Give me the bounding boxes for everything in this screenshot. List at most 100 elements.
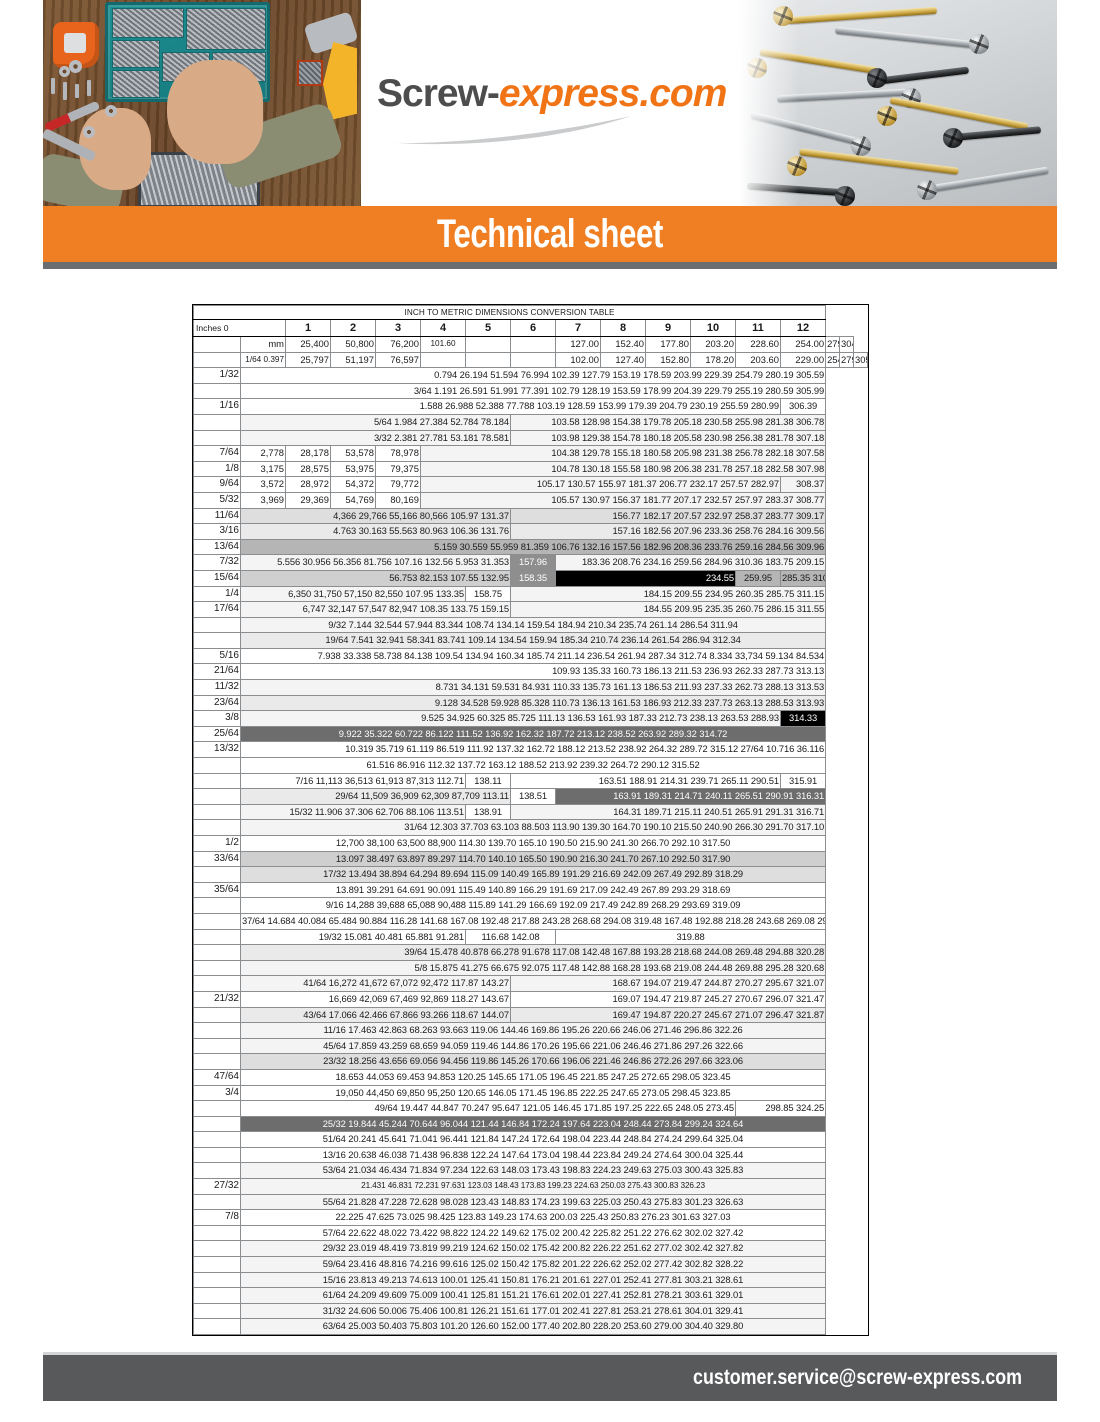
table-row: 7/8 22.225 47.625 73.025 98.425 123.83 14…	[193, 1209, 868, 1226]
data-strip: 5.159 30.559 55.959 81.359 106.76 132.16…	[239, 538, 827, 556]
col-header-12: 12	[779, 319, 827, 337]
fraction-label: 1/8	[193, 460, 241, 478]
cell: 29,369	[285, 491, 331, 509]
fraction-label: 21/32	[193, 990, 241, 1008]
data-strip: 6,350 31,750 57,150 82,550 107.95 133.35	[240, 585, 466, 603]
fraction-label: 21/64	[193, 663, 241, 681]
table-row: 33/64 13.097 38.497 63.897 89.297 114.70 …	[193, 850, 868, 868]
table-row: 61/64 24.209 49.609 75.009 100.41 125.81…	[193, 1287, 868, 1304]
washer-icon	[59, 66, 70, 77]
fraction-label	[193, 351, 241, 369]
data-strip: 259.95	[735, 569, 781, 587]
table-row: 55/64 21.828 47.228 72.628 98.028 123.43…	[193, 1193, 868, 1211]
left-hand	[79, 108, 151, 190]
data-strip: 158.75	[465, 585, 511, 603]
data-strip: 31/32 24.606 50.006 75.406 100.81 126.21…	[239, 1302, 827, 1320]
data-cell: 308.37	[779, 476, 827, 493]
data-strip: 0.794 26.194 51.594 76.994 102.39 127.79…	[239, 367, 827, 384]
cell: 228.60	[735, 336, 781, 353]
cell: 304.80	[839, 336, 855, 353]
cell: 28,972	[285, 476, 331, 493]
table-row: 23/64 9.128 34.528 59.928 85.328 110.73 1…	[193, 694, 868, 712]
data-strip: 9.922 35.322 60.722 86.122 111.52 136.92…	[239, 725, 827, 743]
data-strip: 29/64 11,509 36,909 62,309 87,709 113.11	[240, 788, 511, 805]
data-strip: 103.58 128.98 154.38 179.78 205.18 230.5…	[509, 413, 827, 431]
table-row: 15/64 56.753 82.153 107.55 132.95 158.35 23…	[193, 569, 868, 587]
table-row: 5/16 7.938 33.338 58.738 84.138 109.54 13…	[193, 647, 868, 665]
fraction-label: 7/64	[193, 445, 241, 462]
data-strip: 169.07 194.47 219.87 245.27 270.67 296.0…	[509, 990, 827, 1008]
data-strip: 3/32 2.381 27.781 53.181 78.581	[240, 429, 511, 447]
col-header-8: 8	[600, 319, 646, 337]
fraction-label	[193, 1053, 241, 1070]
cell: 279.40	[825, 336, 841, 353]
data-strip: 41/64 16,272 41,672 67,072 92,472 117.87…	[240, 975, 511, 992]
data-strip: 163.91 189.31 214.71 240.11 265.51 290.9…	[554, 788, 827, 805]
table-row: 63/64 25.003 50.403 75.803 101.20 126.60…	[193, 1318, 868, 1335]
table-row: 57/64 22.622 48.022 73.422 98.822 124.22…	[193, 1224, 868, 1242]
data-strip: 19,050 44,450 69,850 95,250 120.65 146.0…	[239, 1084, 827, 1102]
data-strip: 18.653 44.053 69.453 94.853 120.25 145.6…	[239, 1068, 827, 1086]
table-row: 1/16 1.588 26.988 52.388 77.788 103.19 12…	[193, 398, 868, 415]
fraction-label: 1/4	[193, 585, 241, 603]
data-strip: 319.88	[554, 928, 827, 946]
table-row: 9/64 3,572 28,972 54,372 79,772 105.17 130.57…	[193, 476, 868, 493]
col-header-3: 3	[375, 319, 421, 337]
cell	[420, 351, 466, 369]
table-row: 9/32 7.144 32.544 57.944 83.344 108.74 1…	[193, 616, 868, 634]
table-row: 13/64 5.159 30.559 55.959 81.359 106.76 1…	[193, 538, 868, 556]
cell: 79,375	[375, 460, 421, 478]
data-strip: 138.11	[465, 772, 511, 790]
data-strip: 15/16 23.813 49.213 74.613 100.01 125.41…	[239, 1271, 827, 1289]
data-strip: 61/64 24.209 49.609 75.009 100.41 125.81…	[239, 1287, 827, 1304]
fraction-label: 5/32	[193, 491, 241, 509]
table-row: 13/16 20.638 46.038 71.438 96.838 122.24…	[193, 1146, 868, 1164]
fraction-label: 7/32	[193, 554, 241, 571]
customer-service-email[interactable]: customer.service@screw-express.com	[693, 1366, 1022, 1389]
table-row: 3/64 1.191 26.591 51.991 77.391 102.79 1…	[193, 382, 868, 400]
table-row: 11/64 4,366 29,766 55,166 80,566 105.97 1…	[193, 507, 868, 525]
loose-screw	[63, 82, 67, 100]
loose-screw	[51, 78, 55, 94]
tape-measure-icon	[53, 22, 99, 68]
data-strip: 51/64 20.241 45.641 71.041 96.441 121.84…	[239, 1131, 827, 1148]
footer-top-rule	[43, 1352, 1057, 1355]
col-header-6: 6	[510, 319, 556, 337]
table-row: 25/32 19.844 45.244 70.644 96.044 121.44…	[193, 1115, 868, 1133]
data-strip: 63/64 25.003 50.403 75.803 101.20 126.60…	[239, 1318, 827, 1335]
table-row: 53/64 21.034 46.434 71.834 97.234 122.63…	[193, 1162, 868, 1180]
data-strip: 45/64 17.859 43.259 68.659 94.059 119.46…	[239, 1037, 827, 1055]
right-photo-screws	[739, 0, 1057, 206]
fraction-label	[193, 757, 241, 774]
table-row: 37/64 14.684 40.084 65.484 90.884 116.28…	[193, 912, 868, 930]
col-header-1: 1	[285, 319, 331, 337]
cell: 152.40	[600, 336, 646, 353]
table-row: 59/64 23.416 48.816 74.216 99.616 125.02…	[193, 1256, 868, 1273]
data-strip: 16,669 42,069 67,469 92,869 118.27 143.6…	[240, 990, 511, 1008]
col-header-5: 5	[465, 319, 511, 337]
data-strip: 168.67 194.07 219.47 244.87 270.27 295.6…	[509, 975, 827, 992]
fraction-label: 27/32	[193, 1178, 241, 1195]
fraction-label: 15/64	[193, 569, 241, 587]
data-strip: 315.91	[779, 772, 827, 790]
washer-icon	[69, 60, 82, 73]
data-strip: 116.68 142.08	[465, 928, 556, 946]
washer-icon	[83, 126, 95, 138]
col-header-4: 4	[420, 319, 466, 337]
table-row: 39/64 15.478 40.878 66.278 91.678 117.08…	[193, 944, 868, 961]
cell: 2,778	[240, 445, 286, 462]
fraction-label	[193, 1193, 241, 1211]
cell	[510, 351, 556, 369]
fraction-label	[193, 1287, 241, 1304]
data-strip: 109.93 135.33 160.73 186.13 211.53 236.9…	[239, 663, 827, 681]
corner-label: Inches 0	[193, 319, 286, 337]
unit-label: mm	[240, 336, 286, 353]
cell: 1/64 0.397	[240, 351, 286, 369]
table-banner-row: INCH TO METRIC DIMENSIONS CONVERSION TAB…	[192, 305, 868, 320]
footer-bar: customer.service@screw-express.com	[43, 1355, 1057, 1401]
cell: 53,578	[330, 445, 376, 462]
table-row: 19/64 7.541 32.941 58.341 83.741 109.14 …	[193, 632, 868, 649]
fraction-label	[193, 1162, 241, 1180]
fraction-label	[193, 1318, 241, 1335]
data-strip: 6,747 32,147 57,547 82,947 108.35 133.75…	[240, 601, 511, 618]
